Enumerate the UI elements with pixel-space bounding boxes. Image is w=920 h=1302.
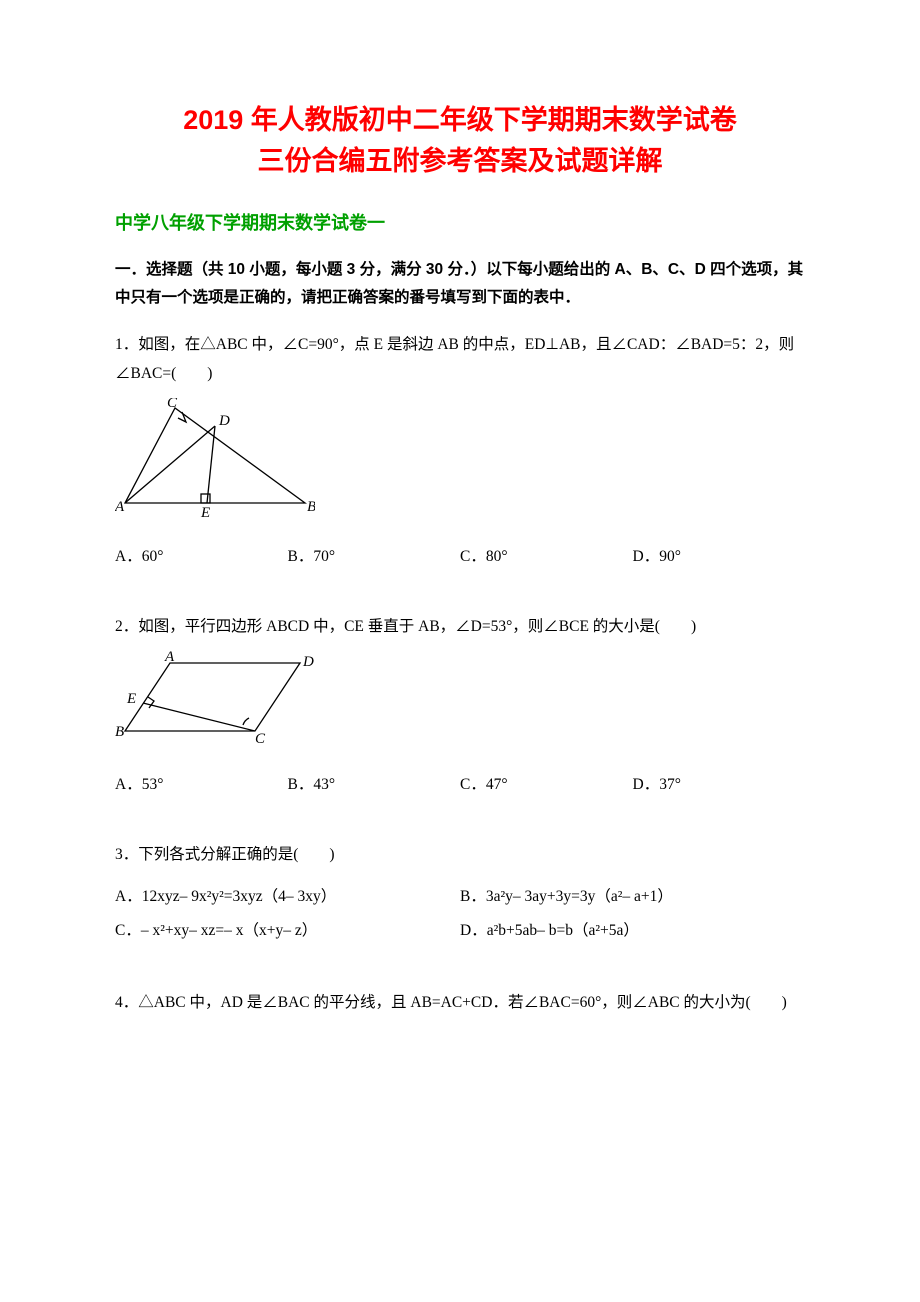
q2-text: 2．如图，平行四边形 ABCD 中，CE 垂直于 AB，∠D=53°，则∠BCE… — [115, 612, 805, 641]
q4-text: 4．△ABC 中，AD 是∠BAC 的平分线，且 AB=AC+CD．若∠BAC=… — [115, 988, 805, 1017]
q1-text: 1．如图，在△ABC 中，∠C=90°，点 E 是斜边 AB 的中点，ED⊥AB… — [115, 330, 805, 389]
q2-option-a: A．53° — [115, 769, 288, 800]
label-C: C — [167, 398, 178, 411]
question-3: 3．下列各式分解正确的是( ) A．12xyz– 9x²y²=3xyz（4– 3… — [115, 840, 805, 948]
q1-figure: A B C D E — [115, 398, 805, 527]
label-B: B — [307, 499, 315, 515]
q2-option-c: C．47° — [460, 769, 633, 800]
label-C: C — [255, 731, 266, 746]
main-title-line1: 2019 年人教版初中二年级下学期期末数学试卷 — [115, 100, 805, 141]
q3-option-b: B．3a²y– 3ay+3y=3y（a²– a+1） — [460, 880, 805, 914]
q1-option-c: C．80° — [460, 541, 633, 572]
section-heading: 一．选择题（共 10 小题，每小题 3 分，满分 30 分．）以下每小题给出的 … — [115, 256, 805, 312]
label-D: D — [302, 654, 314, 670]
question-4: 4．△ABC 中，AD 是∠BAC 的平分线，且 AB=AC+CD．若∠BAC=… — [115, 988, 805, 1017]
q3-options: A．12xyz– 9x²y²=3xyz（4– 3xy） B．3a²y– 3ay+… — [115, 880, 805, 948]
q1-option-d: D．90° — [633, 541, 806, 572]
label-E: E — [200, 505, 210, 518]
question-1: 1．如图，在△ABC 中，∠C=90°，点 E 是斜边 AB 的中点，ED⊥AB… — [115, 330, 805, 572]
parallelogram-abcd-figure: A D B C E — [115, 651, 315, 746]
question-2: 2．如图，平行四边形 ABCD 中，CE 垂直于 AB，∠D=53°，则∠BCE… — [115, 612, 805, 800]
label-E: E — [126, 691, 136, 707]
q2-option-b: B．43° — [288, 769, 461, 800]
label-B: B — [115, 724, 124, 740]
q3-text: 3．下列各式分解正确的是( ) — [115, 840, 805, 869]
label-A: A — [164, 651, 175, 665]
q1-options: A．60° B．70° C．80° D．90° — [115, 541, 805, 572]
triangle-abc-figure: A B C D E — [115, 398, 315, 518]
paper-subtitle: 中学八年级下学期期末数学试卷一 — [115, 209, 805, 238]
q3-option-c: C．– x²+xy– xz=– x（x+y– z） — [115, 914, 460, 948]
q3-option-a: A．12xyz– 9x²y²=3xyz（4– 3xy） — [115, 880, 460, 914]
q1-option-a: A．60° — [115, 541, 288, 572]
label-A: A — [115, 499, 125, 515]
q2-figure: A D B C E — [115, 651, 805, 755]
q1-option-b: B．70° — [288, 541, 461, 572]
label-D: D — [218, 413, 230, 429]
main-title-line2: 三份合编五附参考答案及试题详解 — [115, 141, 805, 182]
q2-option-d: D．37° — [633, 769, 806, 800]
q3-option-d: D．a²b+5ab– b=b（a²+5a） — [460, 914, 805, 948]
q2-options: A．53° B．43° C．47° D．37° — [115, 769, 805, 800]
